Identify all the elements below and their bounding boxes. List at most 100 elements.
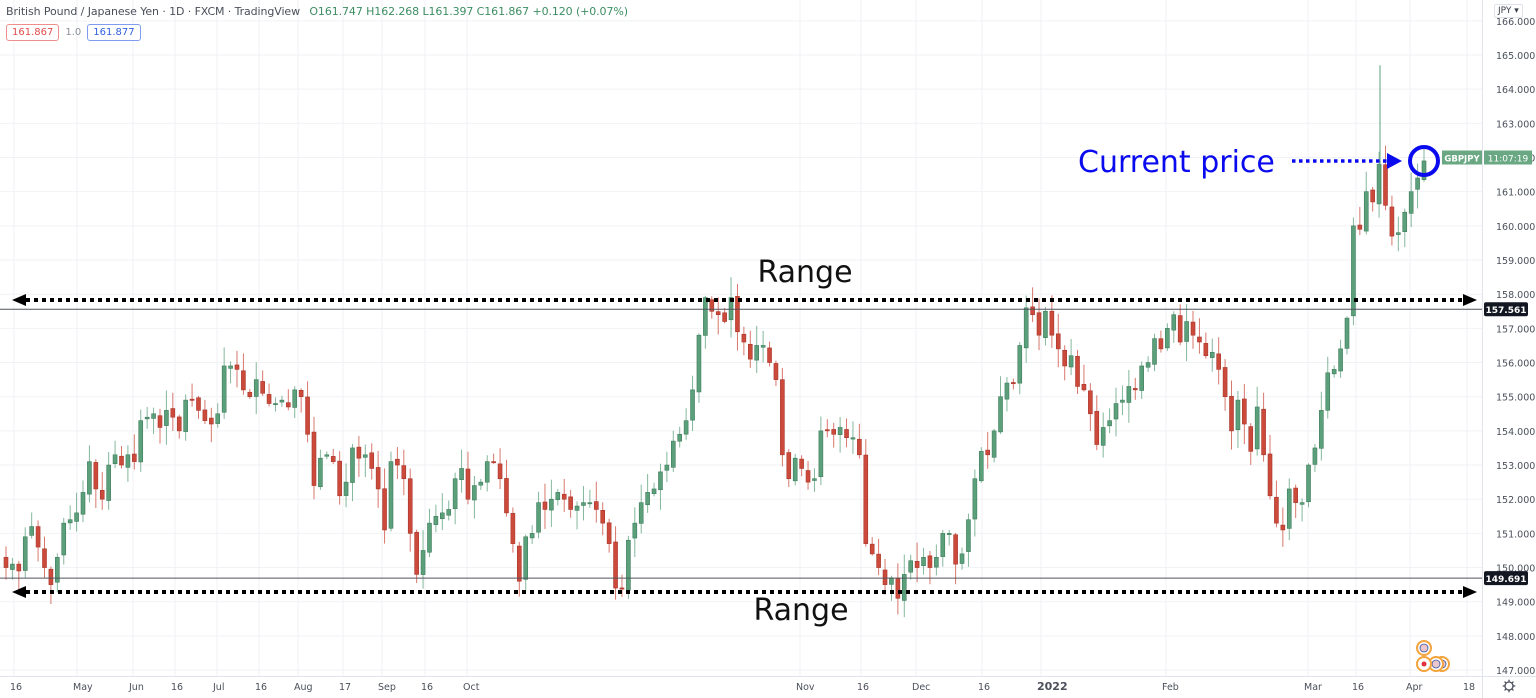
candle[interactable] — [1415, 163, 1420, 209]
candle[interactable] — [273, 397, 278, 412]
candle[interactable] — [10, 557, 15, 580]
candle[interactable] — [1306, 463, 1311, 508]
candle[interactable] — [1242, 383, 1247, 445]
candle[interactable] — [1100, 412, 1106, 458]
candle[interactable] — [497, 448, 503, 489]
candle[interactable] — [1043, 307, 1048, 346]
candle[interactable] — [805, 461, 811, 490]
candle[interactable] — [176, 414, 182, 439]
candle[interactable] — [132, 434, 137, 470]
candle[interactable] — [170, 392, 176, 431]
candle[interactable] — [1312, 443, 1318, 472]
candle[interactable] — [1363, 171, 1369, 235]
candle[interactable] — [465, 451, 471, 505]
candle[interactable] — [613, 526, 618, 600]
candle[interactable] — [151, 407, 156, 435]
candle[interactable] — [279, 395, 285, 407]
candle[interactable] — [228, 361, 233, 384]
candle[interactable] — [869, 537, 875, 556]
candle[interactable] — [850, 421, 856, 454]
candle[interactable] — [382, 468, 387, 544]
candle[interactable] — [16, 560, 22, 590]
candle[interactable] — [1235, 390, 1241, 448]
candle[interactable] — [472, 475, 477, 519]
candle[interactable] — [202, 399, 208, 425]
candle[interactable] — [1197, 318, 1202, 354]
candle[interactable] — [1274, 480, 1279, 528]
candle[interactable] — [247, 388, 253, 399]
quantity-label[interactable]: 1.0 — [65, 27, 82, 38]
candle[interactable] — [914, 542, 920, 583]
candle[interactable] — [536, 491, 541, 539]
candle[interactable] — [908, 554, 913, 580]
candle[interactable] — [773, 360, 779, 387]
candle[interactable] — [1158, 330, 1164, 353]
candle[interactable] — [882, 558, 888, 595]
candle[interactable] — [1293, 484, 1298, 519]
candle[interactable] — [1094, 395, 1100, 451]
candle[interactable] — [260, 370, 265, 396]
candle[interactable] — [215, 403, 221, 428]
candle[interactable] — [632, 507, 638, 558]
currency-dropdown[interactable]: JPY ▾ — [1494, 4, 1523, 18]
candle[interactable] — [1370, 187, 1375, 212]
candle[interactable] — [606, 518, 612, 553]
candle[interactable] — [1280, 507, 1286, 547]
candle[interactable] — [1229, 380, 1234, 450]
candle[interactable] — [953, 532, 958, 585]
candle[interactable] — [876, 538, 881, 576]
candle[interactable] — [587, 489, 593, 508]
candle[interactable] — [1171, 311, 1177, 343]
candle[interactable] — [209, 407, 214, 443]
candle[interactable] — [741, 326, 747, 356]
candle[interactable] — [991, 428, 997, 463]
candle[interactable] — [901, 554, 907, 618]
candle[interactable] — [555, 489, 561, 506]
candle[interactable] — [722, 307, 727, 324]
candle[interactable] — [959, 547, 965, 570]
candle[interactable] — [831, 422, 837, 448]
candle[interactable] — [324, 451, 330, 460]
candle[interactable] — [67, 505, 73, 530]
candle[interactable] — [517, 541, 522, 597]
candle[interactable] — [1383, 145, 1388, 211]
candle[interactable] — [985, 432, 990, 469]
candle[interactable] — [747, 330, 753, 368]
candle[interactable] — [369, 443, 375, 480]
candle[interactable] — [863, 439, 869, 547]
candle[interactable] — [183, 394, 188, 441]
candle[interactable] — [703, 295, 708, 349]
candle[interactable] — [305, 381, 310, 443]
candle[interactable] — [433, 504, 439, 533]
candle[interactable] — [1254, 386, 1260, 456]
candle[interactable] — [966, 513, 971, 567]
candle[interactable] — [3, 546, 9, 580]
candle[interactable] — [1338, 339, 1343, 378]
candle[interactable] — [857, 423, 862, 459]
candle[interactable] — [80, 480, 86, 523]
candle[interactable] — [683, 408, 689, 440]
candle[interactable] — [311, 416, 317, 500]
candle[interactable] — [356, 436, 362, 477]
candle[interactable] — [138, 409, 144, 472]
candle[interactable] — [74, 492, 79, 532]
candle[interactable] — [812, 468, 817, 492]
candle[interactable] — [1325, 356, 1331, 419]
candle[interactable] — [1107, 408, 1112, 434]
candle[interactable] — [298, 388, 304, 413]
candle[interactable] — [459, 449, 464, 493]
candle[interactable] — [1023, 295, 1029, 363]
candle[interactable] — [978, 447, 984, 483]
candle[interactable] — [1152, 333, 1157, 372]
candle[interactable] — [196, 395, 201, 419]
candle[interactable] — [1389, 195, 1395, 246]
candle[interactable] — [1132, 377, 1138, 400]
candle[interactable] — [407, 468, 413, 552]
gear-icon[interactable] — [1502, 679, 1516, 693]
economic-events[interactable] — [1416, 640, 1450, 672]
candle[interactable] — [1190, 310, 1196, 349]
candle[interactable] — [157, 408, 163, 444]
candle[interactable] — [1319, 391, 1324, 461]
candle[interactable] — [1017, 341, 1023, 395]
